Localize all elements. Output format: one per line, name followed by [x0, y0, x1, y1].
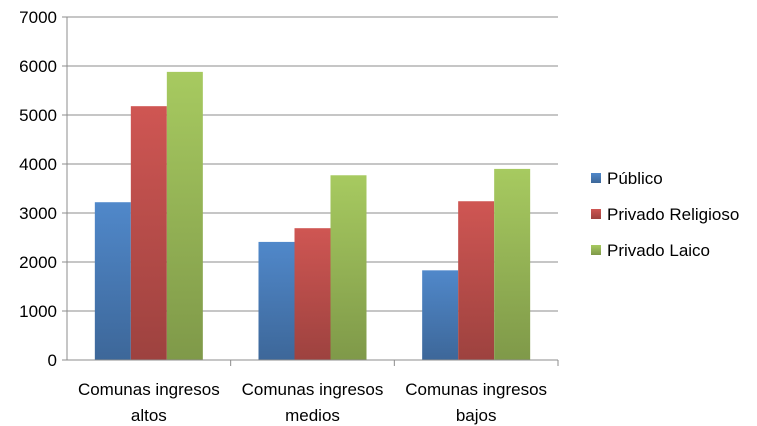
axes	[62, 16, 559, 366]
bar	[94, 202, 131, 360]
bar	[422, 270, 459, 360]
y-tick-label: 1000	[19, 302, 57, 321]
bar	[258, 241, 295, 360]
x-axis-category-labels: Comunas ingresos altos Comunas ingresos med…	[78, 380, 547, 425]
y-tick-label: 5000	[19, 106, 57, 125]
legend-label: Privado Laico	[607, 241, 710, 260]
y-tick-label: 2000	[19, 253, 57, 272]
x-category-label: medios	[285, 406, 340, 425]
bar	[130, 106, 167, 361]
legend-swatch	[591, 209, 601, 219]
bar	[294, 228, 331, 360]
bar	[166, 71, 203, 360]
x-category-label: Comunas ingresos	[405, 380, 547, 399]
y-tick-label: 0	[48, 351, 57, 370]
bars	[94, 71, 531, 361]
y-tick-label: 7000	[19, 8, 57, 27]
x-category-label: Comunas ingresos	[78, 380, 220, 399]
bar	[458, 201, 495, 360]
x-category-label: altos	[131, 406, 167, 425]
y-tick-label: 3000	[19, 204, 57, 223]
legend: Público Privado Religioso Privado Laico	[591, 169, 739, 260]
y-tick-label: 6000	[19, 57, 57, 76]
y-axis-tick-labels: 0 1000 2000 3000 4000 5000 6000 7000	[19, 8, 57, 370]
bar	[330, 175, 367, 360]
legend-swatch	[591, 245, 601, 255]
legend-label: Público	[607, 169, 663, 188]
legend-swatch	[591, 173, 601, 183]
x-category-label: bajos	[456, 406, 497, 425]
bar	[494, 168, 531, 360]
x-category-label: Comunas ingresos	[242, 380, 384, 399]
y-tick-label: 4000	[19, 155, 57, 174]
legend-label: Privado Religioso	[607, 205, 739, 224]
